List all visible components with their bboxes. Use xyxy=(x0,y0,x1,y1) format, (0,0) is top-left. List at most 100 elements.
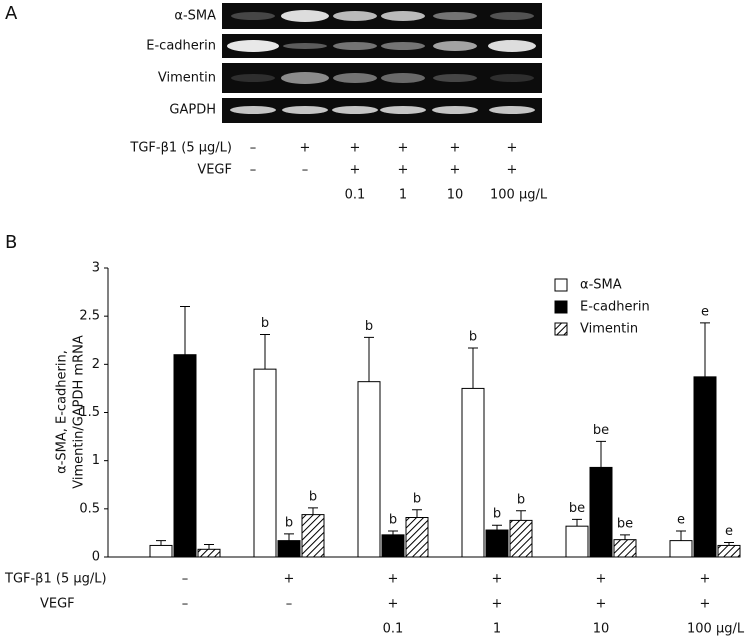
bar xyxy=(381,534,405,558)
error-bar xyxy=(620,534,630,540)
dose-label: 10 xyxy=(593,622,610,637)
bar xyxy=(717,544,741,558)
treatment-mark: + xyxy=(507,141,518,156)
bar xyxy=(485,529,509,558)
treatment-mark: + xyxy=(596,572,607,587)
y-axis-title: Vimentin/GAPDH mRNA xyxy=(72,335,87,489)
dose-label: 100 μg/L xyxy=(687,622,745,637)
significance-label: b xyxy=(517,492,525,507)
significance-label: e xyxy=(677,512,685,527)
dose-label: 100 μg/L xyxy=(490,188,548,203)
bar xyxy=(405,517,429,558)
legend-label: α-SMA xyxy=(580,278,622,293)
panel-label: B xyxy=(5,232,17,253)
treatment-mark: + xyxy=(596,597,607,612)
treatment-mark: + xyxy=(300,141,311,156)
band-label: α-SMA xyxy=(174,9,216,24)
y-tick-label: 1 xyxy=(92,453,100,468)
y-tick-label: 3 xyxy=(92,261,100,276)
treatment-mark: + xyxy=(450,163,461,178)
treatment-mark: – xyxy=(286,597,293,612)
bar xyxy=(301,514,325,558)
bar xyxy=(461,387,485,558)
significance-label: b xyxy=(493,507,501,522)
legend-swatch xyxy=(554,300,568,314)
band-label: Vimentin xyxy=(158,71,216,86)
treatment-mark: + xyxy=(507,163,518,178)
y-tick-label: 2 xyxy=(92,357,100,372)
dose-label: 0.1 xyxy=(383,622,404,637)
gel xyxy=(222,3,542,123)
error-bar xyxy=(468,347,478,389)
y-tick-label: 0.5 xyxy=(79,501,100,516)
y-tick-label: 0 xyxy=(92,550,100,565)
dose-label: 0.1 xyxy=(345,188,366,203)
band-label: GAPDH xyxy=(169,103,216,118)
bar xyxy=(149,544,173,558)
error-bar xyxy=(572,518,582,527)
treatment-mark: + xyxy=(398,141,409,156)
dose-label: 10 xyxy=(447,188,464,203)
treatment-mark: + xyxy=(350,141,361,156)
treatment-mark: + xyxy=(700,572,711,587)
significance-label: b xyxy=(285,515,293,530)
significance-label: b xyxy=(309,489,317,504)
band-label: E-cadherin xyxy=(146,39,216,54)
bar xyxy=(173,354,197,558)
treatment-label: TGF-β1 (5 μg/L) xyxy=(4,572,107,587)
legend-swatch xyxy=(554,278,568,292)
treatment-mark: + xyxy=(700,597,711,612)
error-bar xyxy=(364,336,374,382)
y-tick-label: 2.5 xyxy=(79,309,100,324)
treatment-mark: + xyxy=(284,572,295,587)
dose-label: 1 xyxy=(493,622,501,637)
bar xyxy=(277,540,301,558)
error-bar xyxy=(260,333,270,370)
legend-swatch xyxy=(554,322,568,336)
significance-label: be xyxy=(569,501,585,516)
significance-label: b xyxy=(413,491,421,506)
bar xyxy=(253,368,277,558)
treatment-mark: + xyxy=(388,572,399,587)
treatment-label: TGF-β1 (5 μg/L) xyxy=(129,141,232,156)
panel-label: A xyxy=(5,3,18,24)
treatment-mark: – xyxy=(302,163,309,178)
y-tick-label: 1.5 xyxy=(79,405,100,420)
error-bar xyxy=(596,440,606,468)
bar xyxy=(509,519,533,558)
treatment-mark: + xyxy=(450,141,461,156)
treatment-mark: + xyxy=(492,572,503,587)
treatment-mark: – xyxy=(182,572,189,587)
treatment-label: VEGF xyxy=(40,597,75,612)
treatment-mark: – xyxy=(182,597,189,612)
legend-label: E-cadherin xyxy=(580,300,650,315)
error-bar xyxy=(284,533,294,541)
treatment-mark: + xyxy=(350,163,361,178)
significance-label: b xyxy=(365,319,373,334)
significance-label: e xyxy=(701,304,709,319)
significance-label: be xyxy=(593,423,609,438)
error-bar xyxy=(204,543,214,550)
error-bar xyxy=(700,322,710,377)
bar xyxy=(669,540,693,558)
treatment-mark: + xyxy=(388,597,399,612)
error-bar xyxy=(180,306,190,355)
bar xyxy=(589,466,613,558)
significance-label: be xyxy=(617,516,633,531)
treatment-mark: + xyxy=(398,163,409,178)
error-bar xyxy=(516,510,526,521)
error-bar xyxy=(724,542,734,546)
y-axis-title: α-SMA, E-cadherin, xyxy=(55,350,70,474)
error-bar xyxy=(676,530,686,541)
treatment-mark: – xyxy=(250,141,257,156)
bar xyxy=(197,548,221,558)
error-bar xyxy=(388,530,398,535)
error-bar xyxy=(412,509,422,518)
significance-label: b xyxy=(261,316,269,331)
dose-label: 1 xyxy=(399,188,407,203)
error-bar xyxy=(308,507,318,515)
significance-label: b xyxy=(389,512,397,527)
bar xyxy=(613,539,637,558)
legend-label: Vimentin xyxy=(580,322,638,337)
